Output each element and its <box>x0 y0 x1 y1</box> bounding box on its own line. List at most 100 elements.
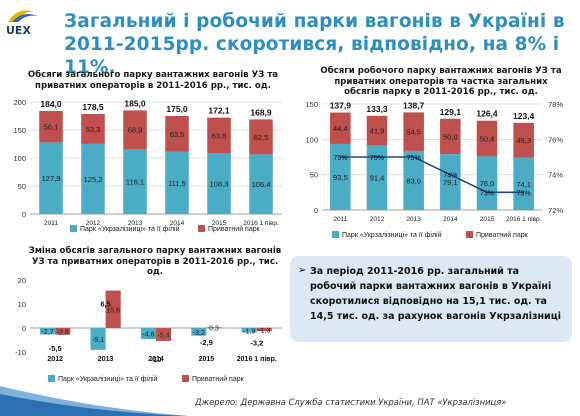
y-tick-label: 20 <box>18 276 26 285</box>
bar-private <box>256 328 272 332</box>
legend-swatch-private <box>182 375 189 382</box>
data-label-private: 63,5 <box>170 130 185 139</box>
y-tick-label: 150 <box>13 126 26 135</box>
data-label-state: -2,7 <box>42 329 54 336</box>
bar-state <box>123 148 147 214</box>
bar-state <box>403 150 424 210</box>
x-tick-label: 2016 1 півр. <box>506 215 542 223</box>
bar-private <box>206 327 222 328</box>
legend-label-state: Парк «Укрзалізниці» та її філій <box>58 375 158 383</box>
total-label: 138,7 <box>403 100 425 110</box>
bar-private <box>55 328 71 335</box>
company-logo: UEX <box>4 4 60 38</box>
total-label: 185,0 <box>124 98 146 108</box>
bar-state <box>241 328 257 333</box>
data-label-state: 108,3 <box>210 180 229 189</box>
bar-private <box>403 112 424 151</box>
share-label: 73% <box>517 190 531 197</box>
x-tick-label: 2016 1 півр. <box>243 219 279 227</box>
bar-private <box>81 114 105 144</box>
x-tick-label: 2013 <box>98 356 114 363</box>
total-label: 137,9 <box>330 101 352 111</box>
decorative-wave <box>0 386 188 416</box>
x-tick-label: 2015 <box>212 220 227 227</box>
summary-text: За період 2011-2016 рр. загальний та роб… <box>310 266 561 322</box>
legend-label-private: Приватний парк <box>476 231 529 239</box>
data-label-private: 44,4 <box>333 124 348 133</box>
share-label: 75% <box>333 155 347 162</box>
data-label-private: 50,4 <box>480 134 495 143</box>
total-label: 123,4 <box>513 111 535 121</box>
data-label-private: -2,8 <box>57 329 69 336</box>
y2-tick-label: 76% <box>548 135 563 144</box>
share-label: 74% <box>443 173 457 180</box>
data-label-private: 54,5 <box>406 128 421 137</box>
data-label-state: -4,6 <box>142 332 154 339</box>
data-label-private: 15,6 <box>106 307 120 314</box>
share-label: 75% <box>370 155 384 162</box>
x-tick-label: 2011 <box>333 216 347 223</box>
y-tick-label: 100 <box>13 154 26 163</box>
data-label-private: -1,3 <box>258 328 270 335</box>
legend-label-state: Парк «Укрзалізниці» та її філій <box>80 225 180 233</box>
bar-private <box>165 116 189 152</box>
chart-title-working: Обсяги робочого парку вантажних вагонів … <box>320 66 562 97</box>
data-label-state: 79,1 <box>443 178 458 187</box>
logo-emblem-icon <box>8 10 38 22</box>
total-label: 126,4 <box>476 109 498 119</box>
y2-tick-label: 74% <box>548 171 563 180</box>
bar-state <box>90 328 106 350</box>
bar-state <box>476 156 498 210</box>
slide-title: Загальний і робочий парки вагонів в Укра… <box>64 11 565 78</box>
legend-label-private: Приватний парк <box>192 375 245 383</box>
total-label: -3,2 <box>250 339 263 348</box>
total-label: 178,5 <box>82 102 104 112</box>
bar-state <box>140 328 156 340</box>
data-label-state: 116,1 <box>126 177 144 186</box>
data-label-state: 111,5 <box>168 179 186 188</box>
x-tick-label: 2016 1 півр. <box>237 355 277 363</box>
total-label: -2,9 <box>200 338 213 347</box>
data-label-private: 50,0 <box>443 132 458 141</box>
bar-private <box>366 115 388 146</box>
bar-state <box>366 145 388 210</box>
total-label: 168,9 <box>250 107 272 117</box>
bar-state <box>207 153 231 214</box>
bar-private <box>440 118 461 155</box>
legend-swatch-private <box>466 231 473 238</box>
total-label: 133,3 <box>366 104 388 114</box>
y-tick-label: -10 <box>15 348 26 357</box>
bar-private <box>476 120 498 157</box>
x-tick-label: 2011 <box>44 220 58 227</box>
y-tick-label: 10 <box>18 300 26 309</box>
bar-private <box>105 290 121 328</box>
x-tick-label: 2013 <box>128 220 143 227</box>
data-label-state: 125,2 <box>84 175 103 184</box>
x-tick-label: 2013 <box>406 216 421 223</box>
data-label-state: -1,9 <box>243 328 255 335</box>
y-tick-label: 50 <box>18 182 26 191</box>
y2-tick-label: 78% <box>548 100 563 109</box>
legend-swatch-state <box>332 231 339 238</box>
y-tick-label: 0 <box>22 210 26 219</box>
data-label-state: 83,6 <box>406 176 421 185</box>
y-tick-label: 100 <box>305 135 318 144</box>
data-label-state: 74,1 <box>516 180 531 189</box>
data-label-private: 41,9 <box>370 127 385 136</box>
y-tick-label: 0 <box>22 324 26 333</box>
bar-state <box>39 142 63 214</box>
bar-private <box>39 110 63 143</box>
total-label: -10 <box>151 355 162 364</box>
source-note: Джерело: Державна Служба статистики Укра… <box>195 397 507 407</box>
y-tick-label: 200 <box>13 98 26 107</box>
bar-state <box>40 328 56 335</box>
total-label: 129,1 <box>440 107 462 117</box>
y-tick-label: 0 <box>314 206 318 215</box>
y2-tick-label: 72% <box>548 206 563 215</box>
x-tick-label: 2014 <box>170 220 185 227</box>
data-label-private: 62,5 <box>254 133 269 142</box>
total-label: -5,5 <box>49 344 62 353</box>
chart-change: -10 0 10 20 -2,7 -2,8 -5,5 2012 -9,1 15,66,5 2013 -… <box>15 276 282 383</box>
data-label-private: 56,1 <box>44 123 59 132</box>
x-tick-label: 2014 <box>443 216 458 223</box>
